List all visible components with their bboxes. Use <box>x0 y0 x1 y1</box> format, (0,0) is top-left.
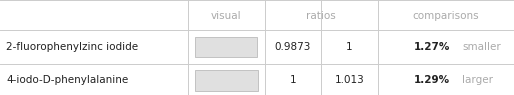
Text: 1.29%: 1.29% <box>413 75 450 85</box>
Text: 1.27%: 1.27% <box>413 42 450 52</box>
Text: 2-fluorophenylzinc iodide: 2-fluorophenylzinc iodide <box>6 42 138 52</box>
Text: ratios: ratios <box>306 11 336 21</box>
Bar <box>194 37 257 57</box>
Text: 1: 1 <box>290 75 296 85</box>
Text: 4-iodo-D-phenylalanine: 4-iodo-D-phenylalanine <box>6 75 128 85</box>
Text: 1: 1 <box>346 42 353 52</box>
Text: visual: visual <box>211 11 242 21</box>
Text: comparisons: comparisons <box>413 11 479 21</box>
Text: larger: larger <box>463 75 493 85</box>
Text: 0.9873: 0.9873 <box>275 42 311 52</box>
Text: 1.013: 1.013 <box>335 75 364 85</box>
Bar <box>194 70 258 91</box>
Text: smaller: smaller <box>463 42 501 52</box>
